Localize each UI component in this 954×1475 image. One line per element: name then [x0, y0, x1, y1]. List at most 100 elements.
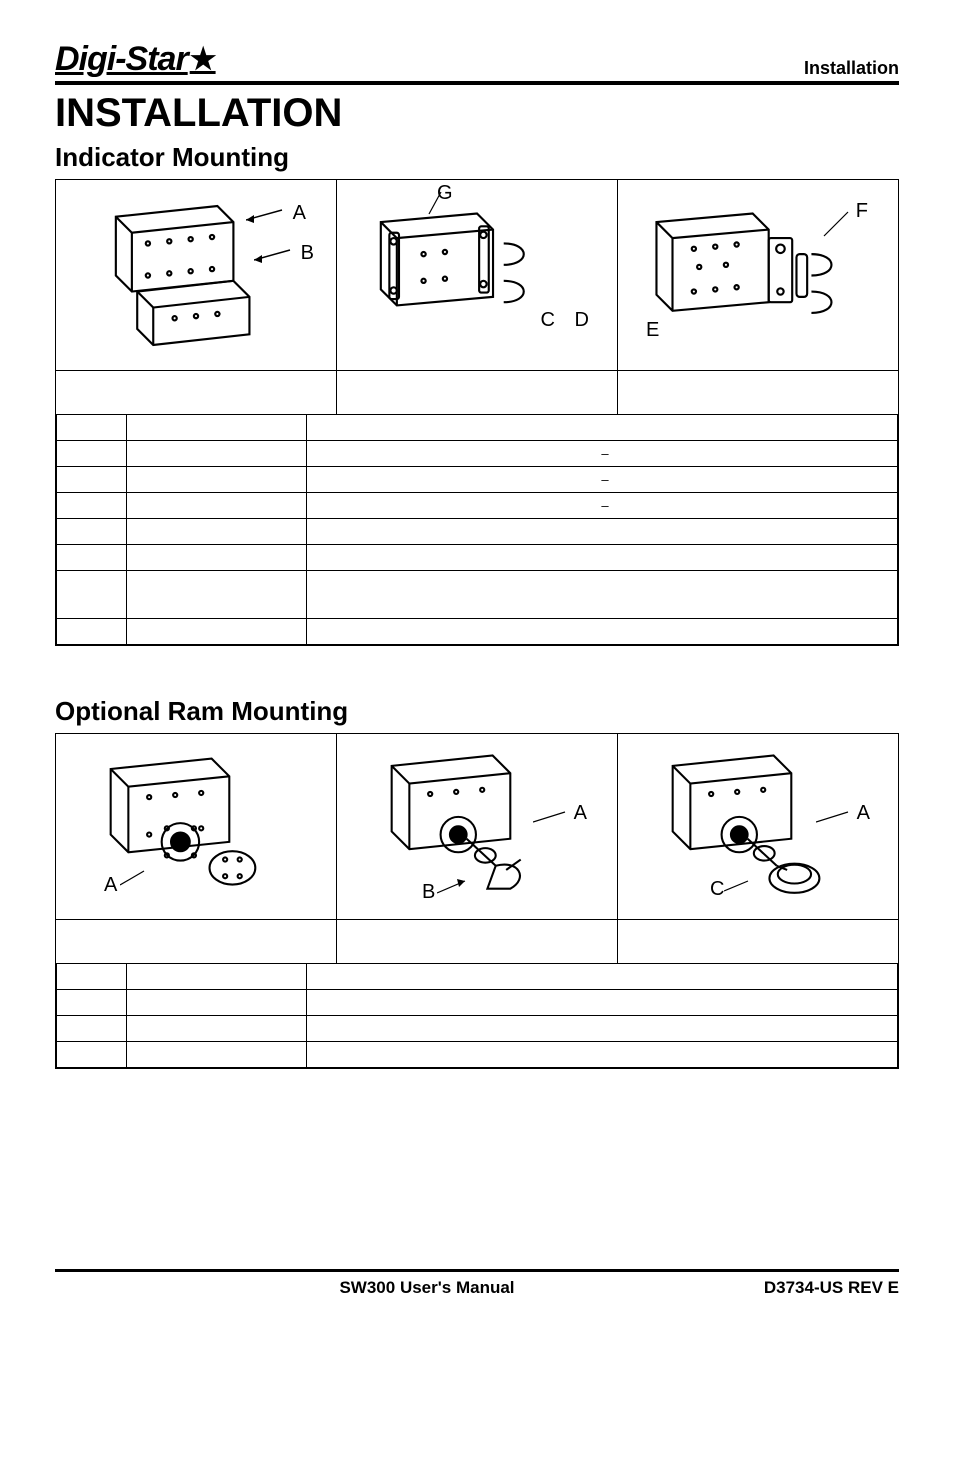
logo: Digi-Star★ — [55, 40, 216, 79]
desc-cell — [307, 571, 898, 619]
pn-cell — [127, 545, 307, 571]
page-footer: SW300 User's Manual D3734-US REV E — [55, 1269, 899, 1298]
callout-f: F — [856, 200, 868, 223]
desc-cell: – — [307, 441, 898, 467]
pn-cell — [127, 519, 307, 545]
ram-caption-row — [56, 919, 898, 963]
pn-cell — [127, 1016, 307, 1042]
desc-cell — [307, 545, 898, 571]
caption-cell — [618, 920, 898, 963]
leader-line-icon — [425, 190, 445, 216]
table-row: – — [57, 441, 898, 467]
pn-cell — [127, 571, 307, 619]
ref-cell — [57, 619, 127, 645]
desc-cell: – — [307, 467, 898, 493]
ref-cell — [57, 1016, 127, 1042]
caption-cell — [337, 920, 618, 963]
indicator-parts-table: ––– — [56, 414, 898, 645]
table-row — [57, 519, 898, 545]
ref-cell — [57, 441, 127, 467]
desc-cell — [307, 990, 898, 1016]
leader-line-icon — [816, 810, 850, 826]
ram-img-1: A — [56, 734, 337, 919]
indicator-panel: A B — [55, 179, 899, 646]
ref-cell — [57, 1042, 127, 1068]
callout-c: C — [541, 309, 555, 332]
ram-parts-table — [56, 963, 898, 1068]
ram-panel: A — [55, 733, 899, 1069]
desc-cell — [307, 1016, 898, 1042]
pn-cell — [127, 964, 307, 990]
diagram-icon — [351, 190, 603, 361]
callout-c: C — [710, 878, 724, 901]
indicator-img-3: F E — [618, 180, 898, 370]
ref-cell — [57, 990, 127, 1016]
desc-cell — [307, 964, 898, 990]
ref-cell — [57, 467, 127, 493]
ram-image-row: A — [56, 734, 898, 919]
callout-b: B — [301, 242, 314, 265]
ref-cell — [57, 493, 127, 519]
table-row — [57, 990, 898, 1016]
ram-heading: Optional Ram Mounting — [55, 696, 899, 727]
ref-cell — [57, 545, 127, 571]
desc-cell — [307, 519, 898, 545]
ram-img-3: A C — [618, 734, 898, 919]
caption-cell — [56, 371, 337, 414]
callout-a: A — [574, 802, 587, 825]
callout-a: A — [104, 874, 117, 897]
pn-cell — [127, 467, 307, 493]
desc-cell — [307, 1042, 898, 1068]
table-row: – — [57, 467, 898, 493]
indicator-heading: Indicator Mounting — [55, 142, 899, 173]
callout-d: D — [575, 309, 589, 332]
callout-b: B — [422, 881, 435, 904]
pn-cell — [127, 493, 307, 519]
logo-text: Digi-Star — [55, 40, 188, 79]
page-header: Digi-Star★ Installation — [55, 40, 899, 85]
footer-right: D3734-US REV E — [679, 1278, 899, 1298]
leader-line-icon — [254, 248, 294, 266]
pn-cell — [127, 441, 307, 467]
callout-a: A — [857, 802, 870, 825]
diagram-icon — [632, 743, 884, 910]
ref-cell — [57, 415, 127, 441]
page-title: INSTALLATION — [55, 91, 899, 136]
callout-e: E — [646, 319, 659, 342]
indicator-caption-row — [56, 370, 898, 414]
table-row — [57, 545, 898, 571]
leader-line-icon — [437, 879, 467, 895]
star-icon: ★ — [190, 42, 216, 77]
leader-line-icon — [120, 869, 146, 889]
pn-cell — [127, 1042, 307, 1068]
ref-cell — [57, 519, 127, 545]
table-row — [57, 571, 898, 619]
ref-cell — [57, 964, 127, 990]
desc-cell — [307, 415, 898, 441]
ref-cell — [57, 571, 127, 619]
leader-line-icon — [820, 210, 850, 240]
callout-a: A — [293, 202, 306, 225]
pn-cell — [127, 415, 307, 441]
section-label: Installation — [804, 58, 899, 79]
table-row — [57, 1042, 898, 1068]
indicator-image-row: A B — [56, 180, 898, 370]
leader-line-icon — [533, 810, 567, 826]
pn-cell — [127, 619, 307, 645]
caption-cell — [337, 371, 618, 414]
table-row — [57, 964, 898, 990]
pn-cell — [127, 990, 307, 1016]
caption-cell — [618, 371, 898, 414]
leader-line-icon — [246, 208, 286, 226]
indicator-img-2: G C D — [337, 180, 618, 370]
leader-line-icon — [724, 879, 750, 893]
ram-img-2: A B — [337, 734, 618, 919]
desc-cell: – — [307, 493, 898, 519]
diagram-icon — [351, 743, 603, 910]
table-row — [57, 619, 898, 645]
caption-cell — [56, 920, 337, 963]
footer-center: SW300 User's Manual — [175, 1278, 679, 1298]
table-row: – — [57, 493, 898, 519]
table-row — [57, 415, 898, 441]
table-row — [57, 1016, 898, 1042]
